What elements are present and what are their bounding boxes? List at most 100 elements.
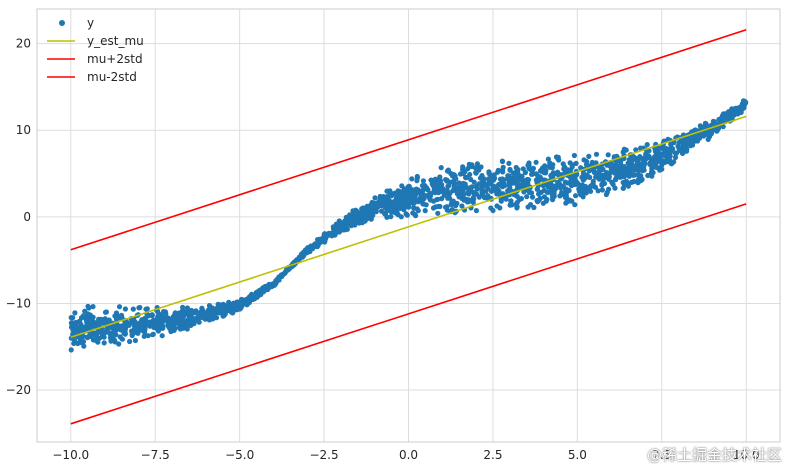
scatter-point — [499, 158, 506, 165]
scatter-point — [514, 193, 520, 199]
scatter-point — [609, 179, 615, 185]
x-tick-labels: −10.0 −7.5 −5.0 −2.5 0.0 2.5 5.0 7.5 10.0 — [52, 448, 759, 462]
scatter-point — [111, 337, 118, 343]
scatter-point — [647, 161, 653, 167]
scatter-point — [541, 169, 547, 176]
scatter-point — [467, 171, 473, 178]
scatter-point — [140, 326, 146, 333]
scatter-point — [683, 145, 689, 151]
scatter-point — [481, 183, 487, 189]
scatter-point — [411, 205, 417, 211]
scatter-point — [596, 176, 602, 182]
scatter-point — [331, 230, 337, 236]
scatter-point — [460, 166, 466, 172]
scatter-point — [199, 305, 205, 311]
scatter-point — [675, 144, 682, 150]
scatter-point — [98, 319, 104, 325]
scatter-point — [502, 183, 508, 189]
scatter-point — [422, 186, 429, 192]
scatter-point — [471, 179, 477, 185]
scatter-point — [80, 339, 87, 345]
scatter-point — [334, 224, 340, 230]
scatter-points — [68, 98, 749, 353]
scatter-point — [671, 159, 677, 165]
scatter-point — [593, 151, 600, 157]
scatter-point — [250, 292, 256, 298]
scatter-point — [221, 306, 227, 312]
scatter-point — [573, 193, 579, 199]
scatter-point — [588, 183, 594, 189]
scatter-point — [514, 199, 520, 206]
scatter-point — [451, 183, 457, 189]
series-line-y_est_mu — [70, 115, 747, 338]
scatter-point — [694, 136, 700, 142]
scatter-point — [572, 202, 578, 208]
scatter-point — [688, 136, 694, 142]
y-tick-labels: −20 −10 0 10 20 — [6, 37, 31, 397]
scatter-point — [635, 158, 641, 164]
scatter-point — [427, 197, 433, 203]
scatter-point — [537, 174, 543, 180]
scatter-point — [68, 320, 74, 326]
scatter-point — [70, 315, 76, 321]
scatter-point — [652, 159, 658, 165]
scatter-point — [481, 176, 487, 182]
x-tick-label: −7.5 — [141, 448, 170, 462]
scatter-point — [453, 203, 459, 209]
scatter-point — [443, 177, 449, 183]
scatter-point — [533, 171, 539, 177]
scatter-point — [176, 310, 182, 316]
scatter-point — [129, 328, 135, 334]
scatter-point — [434, 180, 440, 186]
scatter-point — [402, 189, 408, 195]
scatter-point — [126, 322, 132, 328]
scatter-point — [465, 166, 471, 172]
scatter-point — [344, 216, 350, 223]
scatter-point — [409, 176, 415, 182]
scatter-point — [164, 316, 170, 322]
scatter-point — [404, 212, 410, 218]
scatter-point — [398, 214, 404, 220]
scatter-point — [388, 209, 394, 215]
scatter-point — [468, 184, 474, 190]
scatter-point — [572, 175, 578, 181]
scatter-point — [558, 185, 564, 191]
scatter-point — [106, 317, 112, 323]
scatter-point — [483, 188, 489, 194]
scatter-point — [600, 172, 606, 178]
scatter-point — [596, 171, 602, 177]
scatter-point — [542, 163, 548, 169]
scatter-point — [469, 162, 475, 168]
x-tick-label: 7.5 — [652, 448, 671, 462]
series-lines — [70, 29, 747, 425]
scatter-point — [132, 337, 138, 344]
scatter-point — [645, 154, 651, 161]
x-tick-label: 5.0 — [568, 448, 587, 462]
scatter-point — [388, 214, 394, 220]
scatter-point — [141, 333, 147, 339]
scatter-point — [506, 182, 512, 188]
scatter-point — [583, 188, 589, 194]
scatter-point — [170, 314, 176, 320]
scatter-point — [362, 218, 368, 224]
scatter-point — [388, 193, 394, 199]
scatter-point — [701, 124, 707, 131]
scatter-point — [599, 187, 606, 193]
scatter-point — [373, 203, 379, 209]
scatter-point — [455, 184, 462, 190]
scatter-point — [672, 154, 679, 160]
legend-marker-y — [59, 20, 65, 26]
x-tick-label: 0.0 — [399, 448, 418, 462]
x-tick-label: −2.5 — [309, 448, 338, 462]
scatter-point — [606, 174, 612, 180]
scatter-point — [687, 140, 694, 147]
scatter-point — [657, 156, 663, 162]
scatter-point — [551, 187, 558, 193]
scatter-point — [116, 304, 123, 310]
scatter-point — [168, 326, 175, 332]
scatter-point — [503, 196, 509, 202]
scatter-point — [263, 284, 269, 290]
scatter-point — [236, 299, 243, 305]
scatter-point — [372, 195, 378, 201]
scatter-point — [410, 210, 416, 216]
